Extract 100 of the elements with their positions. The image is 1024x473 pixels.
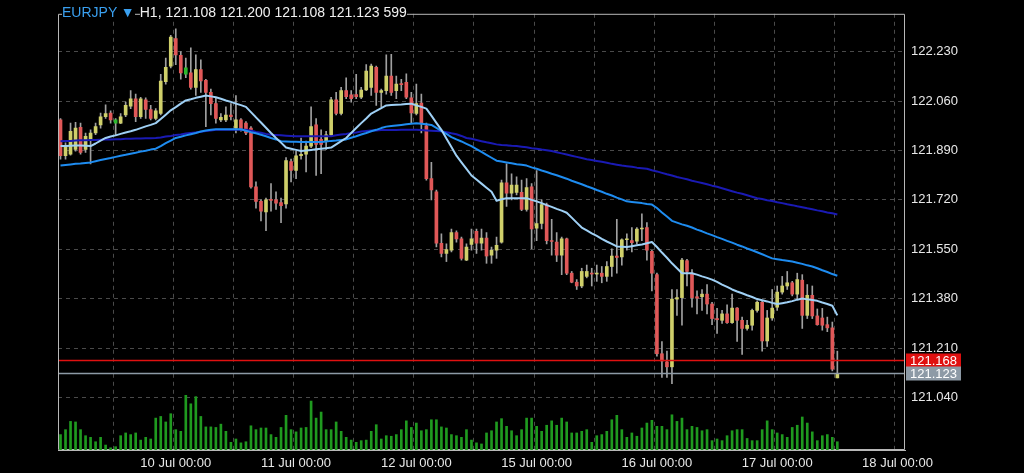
bar <box>465 429 468 450</box>
x-tick-label: 18 Jul 00:00 <box>862 455 933 471</box>
bar <box>805 422 809 450</box>
bar <box>530 417 533 450</box>
bar <box>179 430 183 450</box>
bar <box>440 426 443 450</box>
candlestick <box>614 219 619 274</box>
bar <box>99 437 102 450</box>
bar <box>399 429 403 450</box>
bar <box>565 421 569 450</box>
bar <box>480 443 483 450</box>
chart-title: EURJPY ▼ <box>62 4 135 20</box>
bar <box>490 430 493 450</box>
bar <box>134 432 138 450</box>
bar <box>415 422 418 450</box>
bar <box>79 429 82 450</box>
bar <box>354 441 358 450</box>
bar <box>425 429 428 450</box>
bar <box>69 421 72 450</box>
ref-line-label: 121.123 <box>910 365 957 381</box>
bar <box>144 437 148 450</box>
bar <box>780 434 784 450</box>
bar <box>570 432 574 450</box>
bar <box>124 432 127 450</box>
bar <box>485 432 488 450</box>
bar <box>84 435 87 450</box>
bar <box>810 431 814 450</box>
bar <box>364 439 368 450</box>
y-tick-label: 121.890 <box>911 142 958 158</box>
y-tick-label: 122.060 <box>911 92 958 108</box>
bar <box>74 421 77 450</box>
bar <box>379 438 383 450</box>
y-tick-label: 122.230 <box>911 43 958 59</box>
bar <box>154 417 158 450</box>
bar <box>510 430 513 450</box>
bar <box>770 429 774 450</box>
bar <box>505 426 508 450</box>
bar <box>775 432 779 450</box>
bar <box>384 435 388 450</box>
bar <box>815 440 819 450</box>
bar <box>104 444 107 450</box>
bar <box>615 415 619 450</box>
bar <box>800 416 804 450</box>
bar <box>349 439 353 450</box>
x-tick-label: 16 Jul 00:00 <box>621 455 693 471</box>
bar <box>394 434 398 450</box>
bar <box>610 419 614 450</box>
bar <box>109 447 112 450</box>
bar <box>344 437 348 450</box>
bar <box>550 420 553 450</box>
bar <box>164 421 168 450</box>
bar <box>169 413 173 450</box>
bar <box>790 427 794 450</box>
bar <box>369 430 373 450</box>
bar <box>836 441 839 450</box>
bar <box>64 429 67 450</box>
bar <box>585 429 589 450</box>
y-tick-label: 121.040 <box>911 389 958 405</box>
bar <box>420 430 423 450</box>
bar <box>450 434 453 450</box>
bar <box>455 435 458 450</box>
x-tick-label: 12 Jul 00:00 <box>380 455 452 471</box>
x-tick-label: 15 Jul 00:00 <box>501 455 573 471</box>
candlestick <box>630 227 634 253</box>
bar <box>119 435 122 450</box>
bar <box>765 420 769 450</box>
bar <box>410 427 413 450</box>
bar <box>575 432 579 450</box>
bar <box>500 418 503 450</box>
bar <box>825 434 829 450</box>
x-tick-label: 17 Jul 00:00 <box>741 455 813 471</box>
bar <box>535 426 538 450</box>
bar <box>495 421 498 450</box>
bar <box>590 441 594 450</box>
bar <box>94 441 97 450</box>
bar <box>159 416 163 450</box>
bar <box>189 403 193 450</box>
bar <box>520 429 523 450</box>
bar <box>435 419 438 450</box>
bar <box>555 424 559 450</box>
bar <box>404 420 408 450</box>
bar <box>460 437 463 450</box>
bar <box>605 430 609 450</box>
bar <box>580 430 584 450</box>
bar <box>545 424 548 450</box>
bar <box>374 424 378 450</box>
bar <box>515 435 518 450</box>
bar <box>359 440 363 450</box>
candlestick <box>700 289 704 311</box>
bar <box>114 446 117 450</box>
bar <box>389 435 393 450</box>
bar <box>540 430 543 450</box>
x-tick-label: 11 Jul 00:00 <box>261 455 331 471</box>
bar <box>831 437 834 450</box>
bar <box>174 429 178 450</box>
bar <box>595 435 599 450</box>
bar <box>525 417 528 450</box>
bar <box>89 437 92 450</box>
y-tick-label: 121.720 <box>911 191 958 207</box>
bar <box>560 417 564 450</box>
